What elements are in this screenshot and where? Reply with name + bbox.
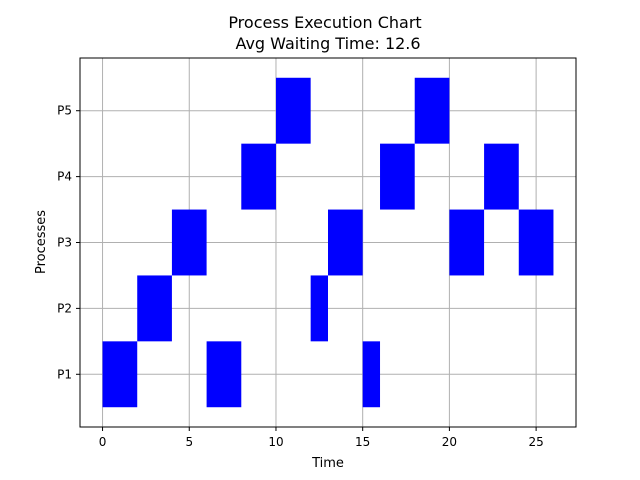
y-tick-label: P5: [57, 104, 72, 118]
x-tick-label: 10: [268, 435, 283, 449]
x-tick-label: 25: [528, 435, 543, 449]
bar-p1: [206, 341, 242, 408]
x-axis-ticks: 0 5 10 15 20 25: [99, 427, 544, 449]
bar-p3: [171, 209, 207, 276]
y-axis-ticks: P1 P2 P3 P4 P5: [57, 104, 80, 381]
bar-p3: [518, 209, 554, 276]
bar-p3: [449, 209, 485, 276]
x-tick-label: 0: [99, 435, 107, 449]
bar-p5: [414, 77, 450, 144]
bar-p2: [137, 275, 172, 342]
bar-p5: [275, 77, 311, 144]
x-tick-label: 20: [442, 435, 457, 449]
bar-p4: [380, 143, 415, 210]
bar-p1: [362, 341, 381, 408]
y-tick-label: P1: [57, 367, 72, 381]
x-axis-label: Time: [311, 456, 344, 471]
bar-p3: [328, 209, 363, 276]
x-tick-label: 15: [355, 435, 370, 449]
bar-p4: [484, 143, 519, 210]
y-tick-label: P4: [57, 170, 72, 184]
y-tick-label: P3: [57, 236, 72, 250]
x-tick-label: 5: [185, 435, 193, 449]
bar-p4: [241, 143, 276, 210]
y-axis-label: Processes: [34, 210, 49, 274]
chart-subtitle: Avg Waiting Time: 12.6: [235, 34, 420, 53]
bar-p2: [310, 275, 328, 342]
chart-title: Process Execution Chart: [228, 13, 421, 32]
bar-p1: [102, 341, 138, 408]
y-tick-label: P2: [57, 301, 72, 315]
bars-group: [102, 77, 554, 408]
